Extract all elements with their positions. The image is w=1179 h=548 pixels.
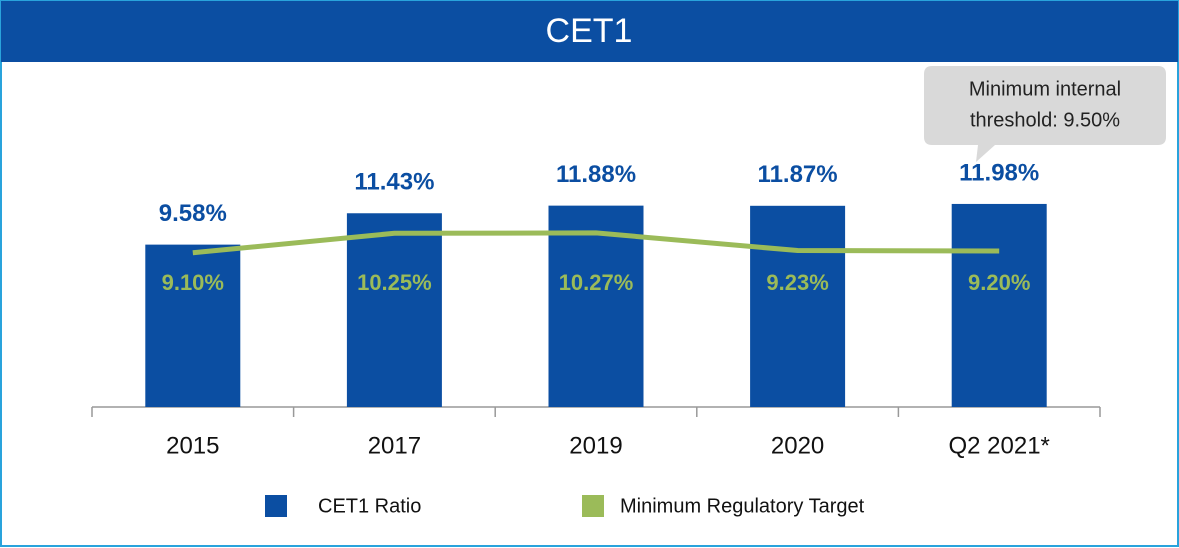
bar: [346, 213, 442, 407]
legend-label: CET1 Ratio: [318, 495, 421, 517]
annotation-line: threshold: 9.50%: [970, 109, 1120, 131]
line-value-label: 10.27%: [559, 270, 634, 295]
x-tick-label: 2020: [771, 432, 824, 459]
bar: [951, 203, 1047, 407]
line-value-label: 9.23%: [766, 270, 828, 295]
x-tick-label: 2017: [368, 432, 421, 459]
legend-swatch: [582, 495, 604, 517]
annotation-line: Minimum internal: [969, 78, 1121, 100]
callout-box: [924, 66, 1166, 162]
title-bar: [1, 1, 1178, 62]
annotation: Minimum internal threshold: 9.50%: [924, 66, 1166, 162]
x-tick-label: 2015: [166, 432, 219, 459]
legend-swatch: [265, 495, 287, 517]
bar: [145, 244, 241, 407]
bar-value-label: 11.88%: [556, 161, 636, 188]
bar-value-label: 11.98%: [959, 159, 1039, 186]
bar-value-label: 9.58%: [159, 200, 227, 227]
x-tick-label: Q2 2021*: [948, 432, 1049, 459]
bar: [548, 205, 644, 407]
line-value-label: 10.25%: [357, 270, 432, 295]
bar: [750, 205, 846, 407]
legend-label: Minimum Regulatory Target: [620, 495, 865, 517]
x-tick-label: 2019: [569, 432, 622, 459]
bar-value-label: 11.43%: [354, 169, 434, 196]
chart-title: CET1: [546, 12, 633, 50]
line: [192, 230, 1000, 256]
line-value-label: 9.10%: [162, 270, 224, 295]
line-value-label: 9.20%: [968, 270, 1030, 295]
bar-value-label: 11.87%: [758, 161, 838, 188]
